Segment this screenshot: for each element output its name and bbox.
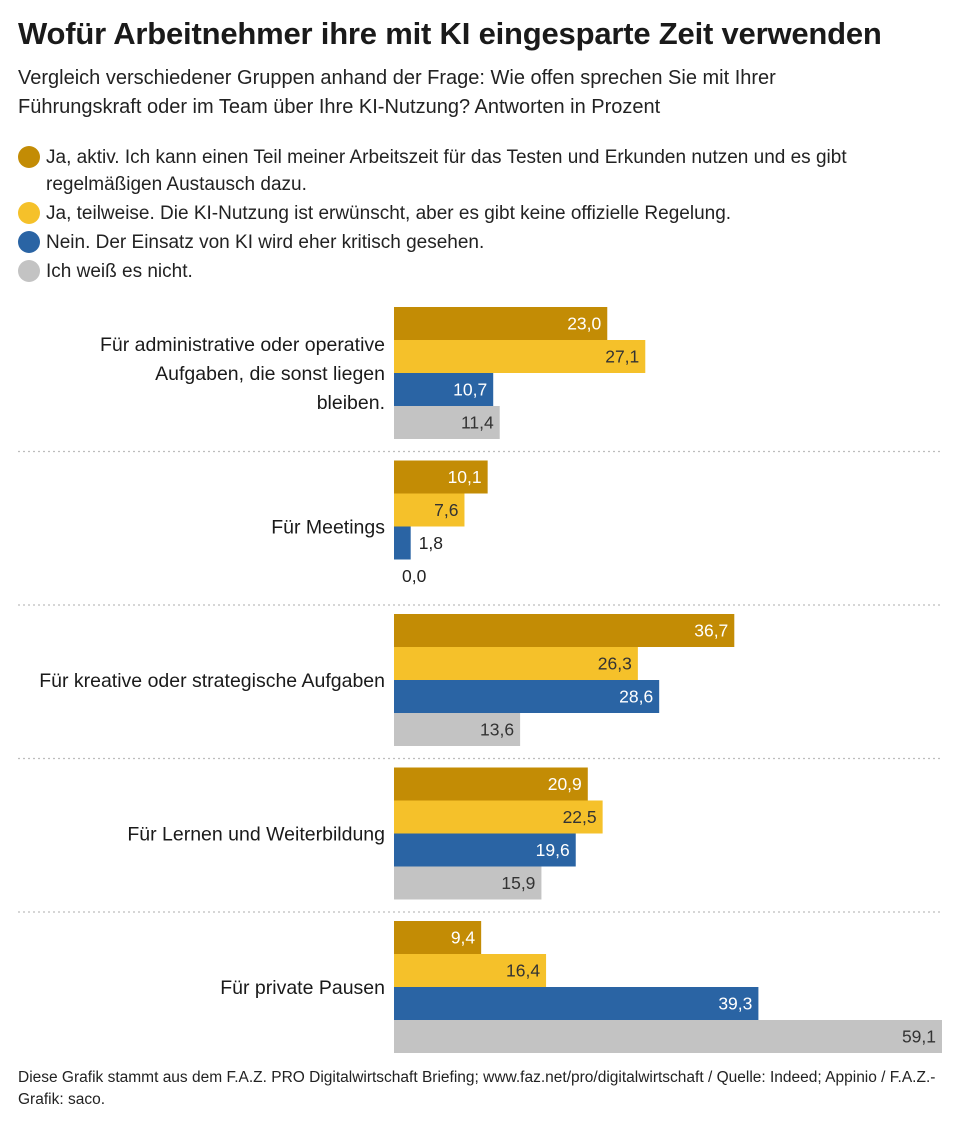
bar — [394, 866, 542, 900]
legend-label-unbekannt: Ich weiß es nicht. — [46, 261, 193, 282]
bar-value-label: 1,8 — [419, 533, 443, 553]
bar-value-label: 9,4 — [451, 928, 476, 948]
bar — [394, 340, 646, 373]
bar — [394, 833, 576, 867]
chart-subtitle: Vergleich verschiedener Gruppen anhand d… — [18, 67, 776, 118]
bar — [394, 954, 547, 987]
legend-label-teilweise: Ja, teilweise. Die KI-Nutzung ist erwüns… — [46, 203, 732, 224]
bar — [394, 647, 638, 680]
bar-value-label: 59,1 — [902, 1027, 936, 1047]
legend-label-nein: Nein. Der Einsatz von KI wird eher kriti… — [46, 232, 485, 253]
bar — [394, 987, 759, 1020]
bar — [394, 1020, 942, 1053]
bar — [394, 406, 500, 439]
bar-value-label: 39,3 — [718, 994, 752, 1014]
bar-value-label: 11,4 — [461, 413, 494, 433]
legend: Ja, aktiv. Ich kann einen Teil meiner Ar… — [18, 144, 948, 287]
bar — [394, 373, 494, 406]
legend-label-aktiv: Ja, aktiv. Ich kann einen Teil meiner Ar… — [46, 147, 847, 195]
category-label: Für administrative oder operative Aufgabe… — [100, 334, 385, 414]
bar-chart: Für administrative oder operative Aufgabe… — [18, 307, 942, 1053]
legend-swatch-unbekannt — [18, 260, 40, 282]
bar-value-label: 19,6 — [536, 840, 570, 860]
bar — [394, 526, 411, 560]
legend-item-unbekannt: Ich weiß es nicht. — [18, 258, 948, 285]
bar-value-label: 16,4 — [506, 961, 540, 981]
bar-value-label: 0,0 — [402, 566, 427, 586]
bar-value-label: 10,7 — [453, 380, 487, 400]
legend-swatch-aktiv — [18, 146, 40, 168]
bar-value-label: 28,6 — [619, 687, 653, 707]
bar-value-label: 15,9 — [501, 873, 535, 893]
legend-item-nein: Nein. Der Einsatz von KI wird eher kriti… — [18, 229, 948, 256]
legend-swatch-teilweise — [18, 202, 40, 224]
bar — [394, 767, 588, 801]
bar-value-label: 36,7 — [694, 621, 728, 641]
bar — [394, 493, 465, 527]
source-footer: Diese Grafik stammt aus dem F.A.Z. PRO D… — [18, 1069, 936, 1108]
bar-value-label: 20,9 — [548, 774, 582, 794]
category-label: Für Meetings — [271, 517, 385, 539]
legend-item-teilweise: Ja, teilweise. Die KI-Nutzung ist erwüns… — [18, 200, 948, 227]
bar-value-label: 26,3 — [598, 654, 632, 674]
bar-value-label: 27,1 — [605, 347, 639, 367]
bar — [394, 921, 482, 954]
bar-value-label: 10,1 — [448, 467, 482, 487]
bar-value-label: 7,6 — [434, 500, 458, 520]
category-label: Für kreative oder strategische Aufgaben — [39, 670, 385, 692]
legend-item-aktiv: Ja, aktiv. Ich kann einen Teil meiner Ar… — [18, 144, 948, 198]
legend-swatch-nein — [18, 231, 40, 253]
bar-value-label: 22,5 — [563, 807, 597, 827]
bar — [394, 614, 735, 647]
bar — [394, 307, 608, 340]
bar — [394, 713, 521, 746]
category-label: Für private Pausen — [220, 977, 385, 999]
bar — [394, 800, 603, 834]
bar-value-label: 23,0 — [567, 314, 601, 334]
bar — [394, 460, 488, 494]
bar — [394, 680, 660, 713]
category-label: Für Lernen und Weiterbildung — [127, 824, 385, 846]
bar-value-label: 13,6 — [480, 720, 514, 740]
chart-title: Wofür Arbeitnehmer ihre mit KI eingespar… — [18, 16, 882, 51]
